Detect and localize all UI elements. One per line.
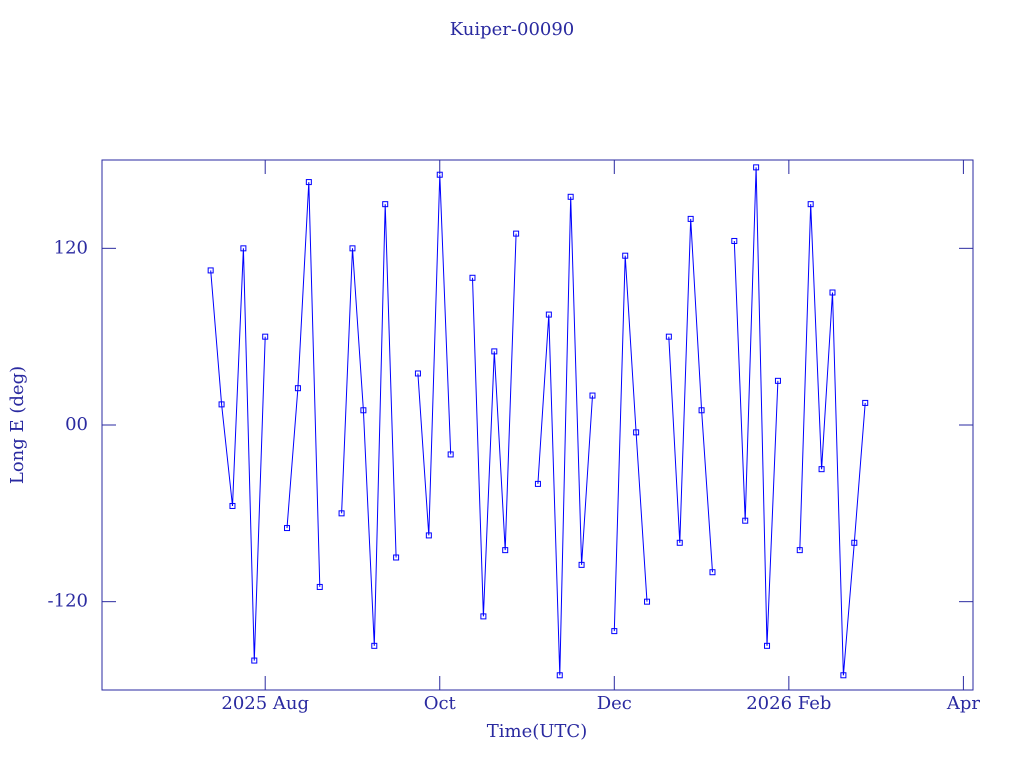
data-point: [764, 642, 771, 649]
data-point: [338, 510, 345, 517]
data-point: [556, 672, 563, 679]
data-point: [796, 547, 803, 554]
data-point: [513, 230, 520, 237]
x-tick-label: 2025 Aug: [221, 693, 309, 714]
data-point: [774, 377, 781, 384]
x-tick-label: Dec: [597, 693, 632, 714]
data-point: [382, 201, 389, 208]
data-point: [447, 451, 454, 458]
data-point: [687, 215, 694, 222]
data-point: [862, 399, 869, 406]
x-tick-label: Apr: [946, 693, 981, 714]
data-point: [753, 164, 760, 171]
data-point: [698, 407, 705, 414]
data-point: [731, 237, 738, 244]
data-point: [567, 193, 574, 200]
y-axis-label: Long E (deg): [7, 366, 28, 484]
data-point: [262, 333, 269, 340]
data-point: [218, 401, 225, 408]
data-point: [545, 311, 552, 318]
y-tick-label: 00: [65, 414, 88, 435]
data-point: [622, 252, 629, 259]
data-point: [644, 598, 651, 605]
data-point: [371, 642, 378, 649]
y-tick-label: 120: [54, 237, 88, 258]
data-point: [284, 525, 291, 532]
data-line: [210, 167, 866, 676]
y-tick-label: -120: [48, 591, 88, 612]
x-axis-label: Time(UTC): [487, 721, 587, 742]
data-point: [709, 569, 716, 576]
data-point: [294, 385, 301, 392]
data-point: [414, 370, 421, 377]
data-point: [589, 392, 596, 399]
data-point: [676, 539, 683, 546]
data-point: [316, 583, 323, 590]
data-point: [251, 657, 258, 664]
data-point: [665, 333, 672, 340]
data-point: [611, 628, 618, 635]
data-point: [742, 517, 749, 524]
x-tick-label: 2026 Feb: [746, 693, 831, 714]
data-point: [360, 407, 367, 414]
data-point: [840, 672, 847, 679]
data-point: [393, 554, 400, 561]
data-point: [305, 179, 312, 186]
data-point: [229, 502, 236, 509]
data-point: [807, 201, 814, 208]
data-point: [436, 171, 443, 178]
data-point: [207, 267, 214, 274]
data-point: [829, 289, 836, 296]
data-point: [502, 547, 509, 554]
data-point: [633, 429, 640, 436]
chart-title: Kuiper-00090: [450, 19, 575, 40]
data-point: [534, 480, 541, 487]
data-point: [818, 466, 825, 473]
data-point: [425, 532, 432, 539]
data-point: [480, 613, 487, 620]
data-point: [578, 561, 585, 568]
data-point: [491, 348, 498, 355]
data-point: [349, 245, 356, 252]
x-tick-label: Oct: [424, 693, 457, 714]
data-point: [469, 274, 476, 281]
data-point: [851, 539, 858, 546]
data-point: [240, 245, 247, 252]
